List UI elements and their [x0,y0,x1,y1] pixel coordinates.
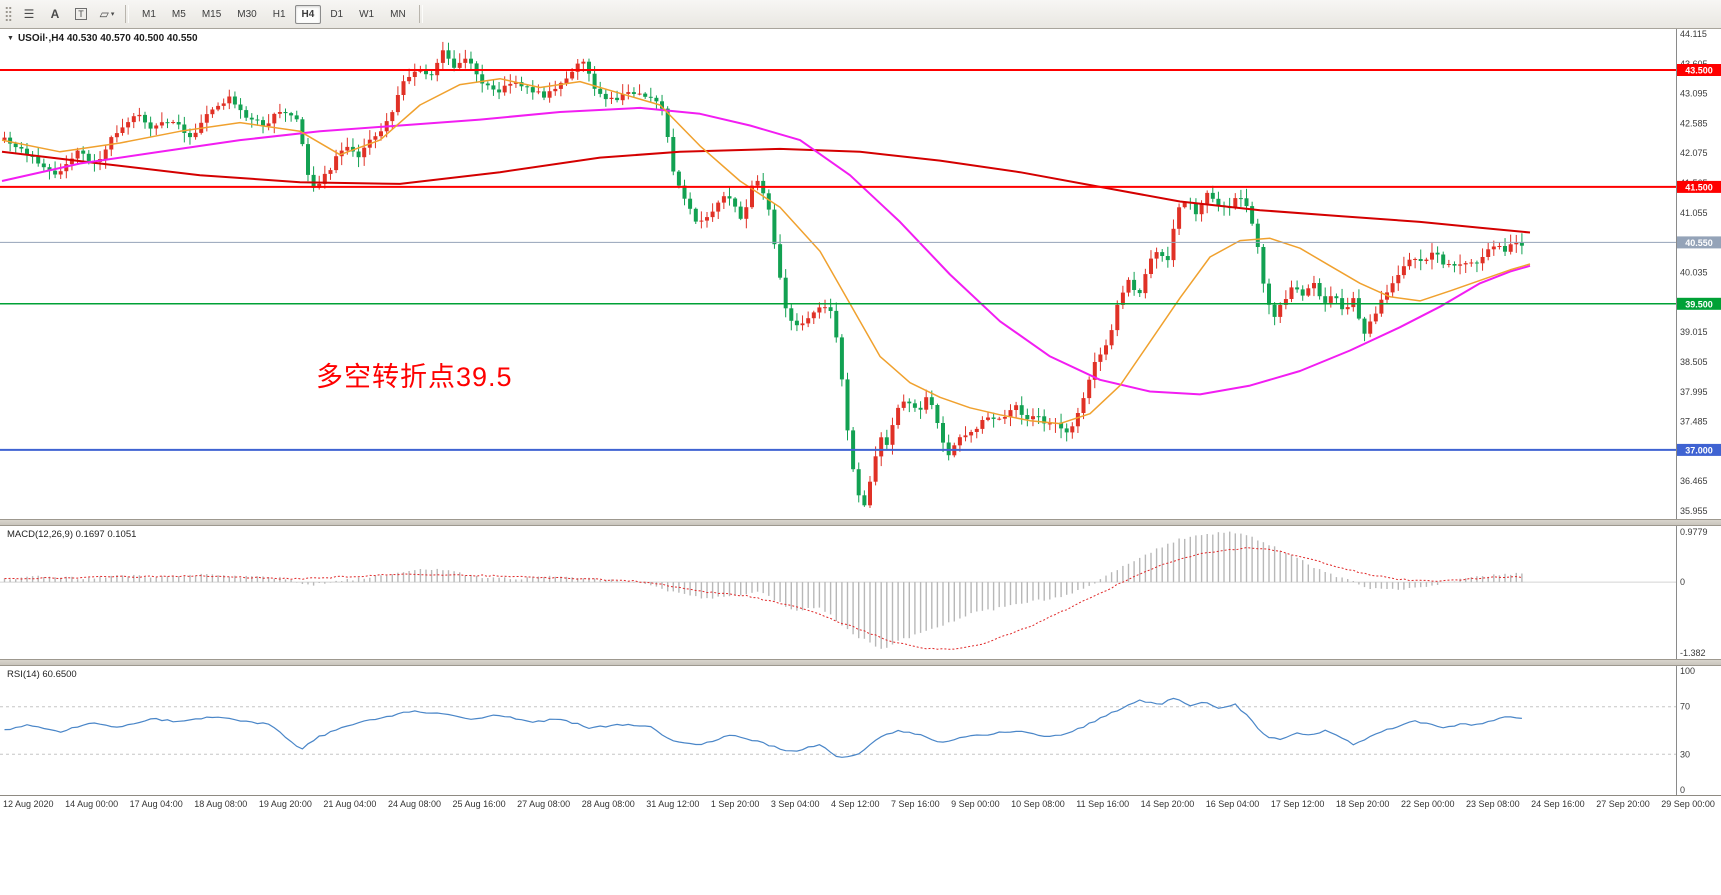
time-label: 11 Sep 16:00 [1076,799,1130,809]
time-label: 22 Sep 00:00 [1400,799,1455,809]
toolbar: ☰ A T ▱ ▾ M1 M5 M15 M30 H1 H4 D1 W1 MN [0,0,1721,29]
text-tool-button[interactable]: A [43,3,67,25]
svg-text:42.585: 42.585 [1680,118,1708,128]
svg-text:0.9779: 0.9779 [1680,527,1708,537]
price-chart-canvas[interactable]: 44.11543.60543.09542.58542.07541.56541.0… [0,29,1721,519]
collapse-arrow-icon[interactable]: ▼ [7,35,14,42]
time-axis[interactable]: 12 Aug 2020 14 Aug 00:00 17 Aug 04:00 18 Au… [0,795,1721,821]
timeframe-button-w1[interactable]: W1 [359,8,375,20]
svg-text:43.500: 43.500 [1685,66,1713,76]
timeframe-button-m1[interactable]: M1 [142,8,156,20]
shapes-tool-button[interactable]: ▱ ▾ [95,3,119,25]
shapes-icon: ▱ [99,7,109,21]
svg-text:44.115: 44.115 [1680,29,1707,39]
svg-text:39.015: 39.015 [1680,327,1708,337]
svg-text:30: 30 [1680,749,1690,759]
timeframe-button-h1[interactable]: H1 [272,8,286,20]
line-studies-button[interactable]: ☰ [17,3,41,25]
textbox-tool-button[interactable]: T [69,3,93,25]
svg-text:37.000: 37.000 [1685,445,1713,455]
svg-text:0: 0 [1680,785,1685,795]
macd-label: MACD(12,26,9) 0.1697 0.1051 [7,529,137,540]
svg-text:43.095: 43.095 [1680,89,1708,99]
macd-canvas[interactable]: 0.9779 0 -1.382 [0,526,1721,659]
rsi-canvas[interactable]: 100 70 30 0 [0,666,1721,795]
svg-text:100: 100 [1680,666,1695,676]
time-label: 27 Aug 08:00 [517,799,571,809]
dropdown-caret-icon: ▾ [110,11,115,18]
timeframe-button-mn[interactable]: MN [390,8,406,20]
time-label: 9 Sep 00:00 [951,799,1000,809]
toolbar-drag-handle[interactable] [5,6,12,22]
time-label: 29 Sep 00:00 [1661,799,1715,809]
svg-text:35.955: 35.955 [1680,506,1708,516]
timeframe-group: M1 M5 M15 M30 H1 H4 D1 W1 MN [134,4,414,24]
chart-title: ▼ USOil·,H4 40.530 40.570 40.500 40.550 [7,33,198,44]
svg-text:42.075: 42.075 [1680,148,1708,158]
time-label: 12 Aug 2020 [3,799,54,809]
price-chart-panel: 44.11543.60543.09542.58542.07541.56541.0… [0,29,1721,519]
timeframe-button-m5[interactable]: M5 [171,8,186,20]
rsi-label: RSI(14) 60.6500 [7,669,77,680]
timeframe-button-m30[interactable]: M30 [237,8,257,20]
textbox-tool-icon: T [75,8,87,20]
time-label: 3 Sep 04:00 [770,799,820,809]
svg-text:0: 0 [1680,577,1685,587]
time-label: 17 Aug 04:00 [129,799,183,809]
text-tool-icon: A [50,7,60,21]
svg-text:36.465: 36.465 [1680,476,1708,486]
rsi-panel: 100 70 30 0 RSI(14) 60.6500 [0,666,1721,795]
time-label: 14 Sep 20:00 [1140,799,1195,809]
time-label: 1 Sep 20:00 [710,799,760,809]
time-label: 21 Aug 04:00 [323,799,377,809]
svg-text:41.055: 41.055 [1680,208,1708,218]
time-label: 31 Aug 12:00 [646,799,700,809]
time-label: 28 Aug 08:00 [581,799,635,809]
time-label: 17 Sep 12:00 [1270,799,1325,809]
line-studies-icon: ☰ [23,7,35,21]
svg-text:38.505: 38.505 [1680,357,1708,367]
svg-text:39.500: 39.500 [1685,299,1713,309]
macd-panel: 0.9779 0 -1.382 MACD(12,26,9) 0.1697 0.105… [0,526,1721,659]
timeframe-button-d1[interactable]: D1 [330,8,344,20]
toolbar-separator [418,5,423,23]
panel-separator[interactable] [0,519,1721,526]
time-label: 18 Sep 20:00 [1335,799,1390,809]
svg-text:43.605: 43.605 [1680,59,1708,69]
time-label: 27 Sep 20:00 [1596,799,1650,809]
panel-separator[interactable] [0,659,1721,666]
timeframe-button-h4[interactable]: H4 [294,4,322,24]
time-label: 14 Aug 00:00 [65,799,119,809]
svg-text:-1.382: -1.382 [1680,648,1706,658]
svg-text:70: 70 [1680,702,1690,712]
time-label: 7 Sep 16:00 [891,799,940,809]
time-label: 24 Aug 08:00 [387,799,442,809]
svg-text:41.500: 41.500 [1685,182,1713,192]
time-label: 19 Aug 20:00 [258,799,312,809]
time-label: 4 Sep 12:00 [830,799,880,809]
svg-text:40.550: 40.550 [1685,238,1713,248]
time-label: 24 Sep 16:00 [1531,799,1585,809]
time-label: 25 Aug 16:00 [452,799,506,809]
time-label: 23 Sep 08:00 [1466,799,1520,809]
chart-annotation-text[interactable]: 多空转折点39.5 [316,362,513,392]
svg-text:37.485: 37.485 [1680,417,1708,427]
chart-title-text: USOil·,H4 40.530 40.570 40.500 40.550 [17,33,198,44]
timeframe-button-m15[interactable]: M15 [201,8,222,20]
time-label: 10 Sep 08:00 [1011,799,1065,809]
toolbar-separator [125,5,129,23]
time-label: 16 Sep 04:00 [1205,799,1260,809]
svg-text:40.035: 40.035 [1680,268,1708,278]
time-label: 18 Aug 08:00 [194,799,248,809]
svg-text:37.995: 37.995 [1680,387,1708,397]
